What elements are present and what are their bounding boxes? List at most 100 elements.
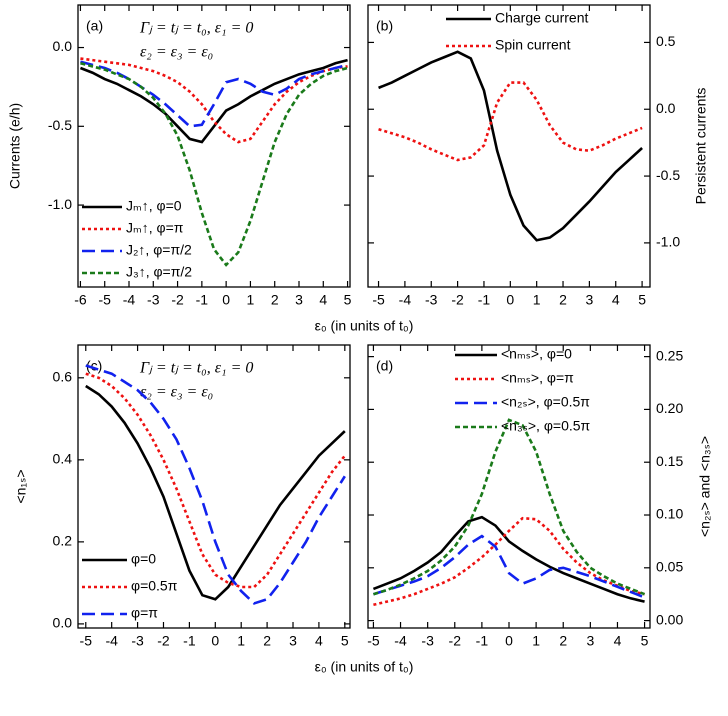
series-line xyxy=(85,364,346,605)
y-tick-label: -1.0 xyxy=(48,196,72,212)
y-tick-label: 0.0 xyxy=(656,100,676,116)
x-tick-label: -4 xyxy=(105,633,118,649)
x-tick-label: 0 xyxy=(211,633,219,649)
x-axis-label: ε₀ (in units of t₀) xyxy=(315,318,414,334)
x-tick-label: -3 xyxy=(147,292,160,308)
x-tick-label: 4 xyxy=(315,633,323,649)
annotation: ε₂ = ε₃ = ε₀ xyxy=(140,384,213,401)
y-tick-label: 0.6 xyxy=(53,369,73,385)
panel: -5 -4 -3 -2 -1 0 1 2 3 4 5 0.6 0.4 0.2 0.0 (c) <n₁ₛ> ε₀ (… xyxy=(13,344,414,675)
x-tick-label: -2 xyxy=(449,633,462,649)
x-tick-label: -5 xyxy=(367,633,380,649)
y-axis-label: Currents (e/h) xyxy=(7,103,23,189)
panel-label: (c) xyxy=(86,358,102,374)
series-line xyxy=(80,60,348,128)
panel-label: (a) xyxy=(86,18,103,34)
x-tick-label: 3 xyxy=(289,633,297,649)
x-tick-label: 1 xyxy=(532,633,540,649)
legend-label: Jₘ↑, φ=0 xyxy=(126,198,182,214)
legend-label: <n₃ₛ>, φ=0.5π xyxy=(501,418,591,434)
y-tick-label: 0.25 xyxy=(656,347,683,363)
y-tick-label: 0.00 xyxy=(656,611,683,627)
x-tick-label: -5 xyxy=(98,292,111,308)
y-tick-label: -0.5 xyxy=(656,167,680,183)
x-tick-label: 4 xyxy=(319,292,327,308)
x-tick-label: 2 xyxy=(263,633,271,649)
y-tick-label: 0.4 xyxy=(53,451,73,467)
x-tick-label: 3 xyxy=(585,292,593,308)
legend-label: J₂↑, φ=π/2 xyxy=(126,242,192,258)
x-tick-label: -4 xyxy=(123,292,136,308)
x-tick-label: 0 xyxy=(506,292,514,308)
y-axis-label: <n₂ₛ> and <n₃ₛ> xyxy=(697,436,713,537)
annotation: Γⱼ = tⱼ = t₀, ε₁ = 0 xyxy=(139,20,253,37)
legend-label: <nₘₛ>, φ=0 xyxy=(501,346,572,362)
x-tick-label: -1 xyxy=(476,633,489,649)
plot-frame xyxy=(77,344,351,629)
panel: -5 -4 -3 -2 -1 0 1 2 3 4 5 0.25 0.20 0.15 0.10 0.05 0.00… xyxy=(367,344,713,649)
series-line xyxy=(373,516,645,607)
x-tick-label: -3 xyxy=(421,633,434,649)
x-tick-label: 5 xyxy=(344,292,352,308)
x-tick-label: 3 xyxy=(295,292,303,308)
x-tick-label: 4 xyxy=(612,292,620,308)
series-line xyxy=(373,534,646,599)
legend-label: Charge current xyxy=(495,10,588,26)
legend-label: J₃↑, φ=π/2 xyxy=(126,264,192,280)
x-tick-label: -1 xyxy=(478,292,491,308)
plot-frame xyxy=(77,4,351,288)
x-tick-label: -5 xyxy=(80,633,93,649)
x-axis-label: ε₀ (in units of t₀) xyxy=(315,659,414,675)
plot-frame xyxy=(367,344,651,629)
series-line xyxy=(80,62,348,267)
legend-label: Jₘ↑, φ=π xyxy=(126,220,184,236)
series-line xyxy=(373,418,646,596)
x-tick-label: 1 xyxy=(237,633,245,649)
x-tick-label: 0 xyxy=(222,292,230,308)
panel: -6 -5 -4 -3 -2 -1 0 1 2 3 4 5 0.0 -0.5 -1.0 (a) Currents… xyxy=(7,4,414,334)
y-tick-label: -1.0 xyxy=(656,234,680,250)
legend-label: <n₂ₛ>, φ=0.5π xyxy=(501,394,590,410)
series-line xyxy=(79,58,348,144)
x-tick-label: -2 xyxy=(451,292,464,308)
legend-label: Spin current xyxy=(495,37,571,53)
x-tick-label: 1 xyxy=(533,292,541,308)
legend-label: φ=0.5π xyxy=(131,578,178,594)
legend-label: <nₘₛ>, φ=π xyxy=(501,370,574,386)
panel-label: (d) xyxy=(376,358,393,374)
x-tick-label: 5 xyxy=(638,292,646,308)
x-tick-label: 4 xyxy=(614,633,622,649)
legend-label: φ=0 xyxy=(131,551,156,567)
y-tick-label: 0.15 xyxy=(656,453,683,469)
y-tick-label: 0.5 xyxy=(656,33,676,49)
y-axis-label: <n₁ₛ> xyxy=(13,469,29,503)
annotation: ε₂ = ε₃ = ε₀ xyxy=(140,44,213,61)
x-tick-label: -4 xyxy=(394,633,407,649)
x-tick-label: -3 xyxy=(425,292,438,308)
x-tick-label: 2 xyxy=(271,292,279,308)
y-tick-label: 0.05 xyxy=(656,559,683,575)
x-tick-label: 2 xyxy=(559,633,567,649)
x-tick-label: -2 xyxy=(157,633,170,649)
x-tick-label: -4 xyxy=(399,292,412,308)
legend-label: φ=π xyxy=(131,605,158,621)
x-tick-label: 2 xyxy=(559,292,567,308)
x-tick-label: 1 xyxy=(247,292,255,308)
y-tick-label: 0.0 xyxy=(53,38,73,54)
y-axis-label: Persistent currents xyxy=(693,88,709,205)
y-tick-label: 0.0 xyxy=(53,615,73,631)
x-tick-label: 3 xyxy=(586,633,594,649)
series-line xyxy=(378,50,643,242)
x-tick-label: 5 xyxy=(641,633,649,649)
annotation: Γⱼ = tⱼ = t₀, ε₁ = 0 xyxy=(139,360,253,377)
series-line xyxy=(85,384,346,601)
plot-frame xyxy=(367,4,651,288)
panel-label: (b) xyxy=(376,18,393,34)
x-tick-label: -1 xyxy=(183,633,196,649)
y-tick-label: 0.20 xyxy=(656,400,683,416)
x-tick-label: -3 xyxy=(131,633,144,649)
panel: -5 -4 -3 -2 -1 0 1 2 3 4 5 0.5 0.0 -0.5 -1.0 (b) Persist… xyxy=(367,4,709,308)
series-line xyxy=(85,372,346,589)
x-tick-label: -2 xyxy=(171,292,184,308)
